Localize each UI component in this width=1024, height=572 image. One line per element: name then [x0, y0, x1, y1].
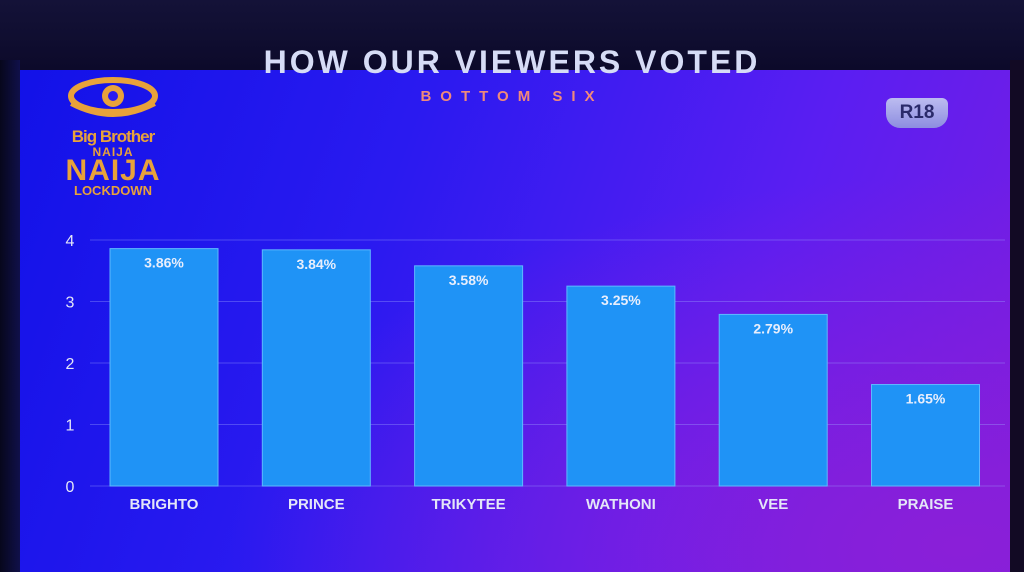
bar	[566, 285, 676, 487]
bar-data-label: 3.84%	[296, 256, 336, 272]
bar-data-label: 3.58%	[449, 272, 489, 288]
bar-data-label: 2.79%	[753, 320, 793, 336]
x-category-label: BRIGHTO	[130, 496, 199, 513]
logo-lockdown-text: LOCKDOWN	[74, 183, 152, 198]
chart-subtitle: BOTTOM SIX	[420, 88, 604, 105]
bar	[414, 265, 524, 487]
bar-data-label: 3.86%	[144, 255, 184, 271]
logo-naija-text: NAIJA	[65, 154, 161, 187]
x-category-label: PRINCE	[288, 496, 345, 513]
bar-data-label: 3.25%	[601, 292, 641, 308]
bar	[871, 384, 980, 487]
chart-title: HOW OUR VIEWERS VOTED	[263, 44, 761, 80]
x-category-label: WATHONI	[586, 496, 656, 513]
rating-badge: R18	[886, 98, 948, 128]
y-tick-label: 4	[66, 233, 75, 250]
show-logo: Big Brother NAIJA NAIJA LOCKDOWN	[48, 74, 178, 199]
eye-logo-icon	[68, 77, 158, 117]
bar	[261, 249, 371, 487]
bar	[718, 313, 828, 487]
bar	[109, 248, 219, 487]
x-category-label: TRIKYTEE	[432, 496, 506, 513]
x-category-label: VEE	[758, 496, 788, 513]
y-tick-label: 2	[66, 356, 75, 373]
tv-bezel-top	[0, 0, 1024, 70]
tv-bezel-left	[0, 60, 20, 572]
bar-data-label: 1.65%	[906, 391, 946, 407]
x-category-label: PRAISE	[898, 496, 954, 513]
logo-naija-small-text: NAIJA	[92, 145, 134, 159]
y-tick-label: 1	[66, 418, 75, 435]
logo-big-brother-text: Big Brother	[71, 127, 156, 146]
y-tick-label: 0	[66, 479, 75, 496]
tv-bezel-right	[1010, 60, 1024, 572]
y-tick-label: 3	[66, 295, 75, 312]
